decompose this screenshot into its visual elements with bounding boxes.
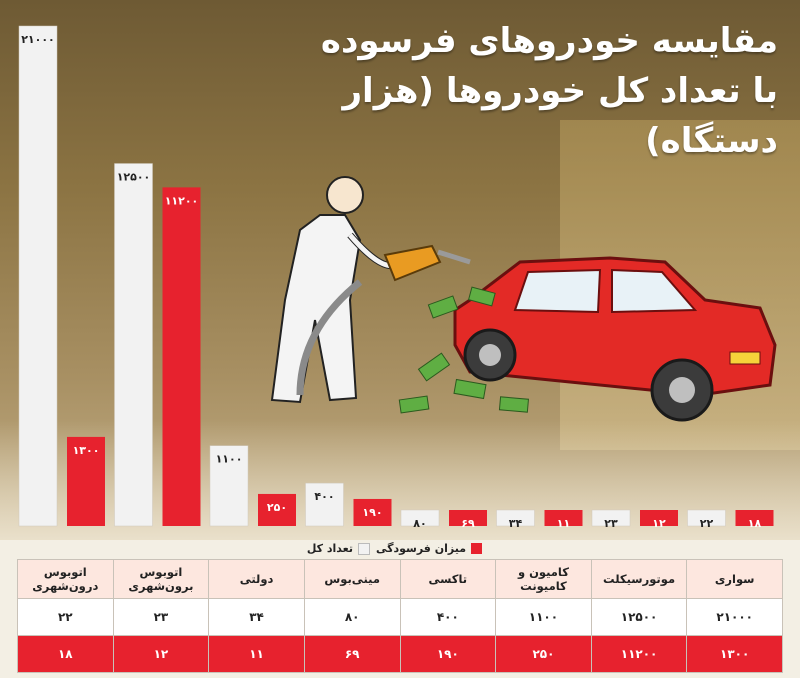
bar-label-total-1: ۱۲۵۰۰: [117, 171, 151, 184]
bar-worn-6: [640, 510, 678, 526]
legend-item-worn: میزان فرسودگی: [376, 542, 482, 555]
bar-total-6: [591, 509, 631, 527]
title-line-1: مقایسه خودروهای فرسوده: [320, 21, 778, 61]
table-row-worn: ۱۳۰۰ ۱۱۲۰۰ ۲۵۰ ۱۹۰ ۶۹ ۱۱ ۱۲ ۱۸: [17, 635, 783, 673]
title-line-2: با تعداد کل خودروها (هزار دستگاه): [342, 71, 778, 161]
chart-title: مقایسه خودروهای فرسوده با تعداد کل خودرو…: [218, 16, 778, 166]
bar-worn-0: [67, 436, 105, 526]
table-header-cell: اتوبوس درون‌شهری: [17, 559, 114, 599]
table-cell-total: ۲۲: [17, 598, 114, 636]
money-illustration: [398, 286, 530, 414]
table-header-cell: اتوبوس برون‌شهری: [112, 559, 210, 599]
fuel-nozzle-illustration: [296, 244, 471, 396]
table-cell-total: ۲۳: [112, 598, 210, 636]
bar-label-total-7: ۲۲: [700, 517, 714, 530]
table-header-cell: موتورسیکلت: [590, 559, 688, 599]
bar-worn-3: [353, 498, 392, 526]
bar-label-total-3: ۴۰۰: [314, 490, 334, 503]
table-cell-total: ۱۲۵۰۰: [590, 598, 688, 636]
table-cell-total: ۲۱۰۰۰: [686, 598, 783, 636]
bar-label-worn-7: ۱۸: [748, 517, 762, 530]
bar-worn-2: [258, 493, 296, 526]
data-table: سواری موتورسیکلت کامیون و کامیونت تاکسی مینی…: [17, 559, 783, 673]
table-cell-worn: ۲۵۰: [495, 635, 592, 673]
bar-label-total-4: ۸۰: [413, 517, 426, 530]
bar-worn-1: [162, 187, 201, 527]
bar-total-4: [400, 509, 440, 527]
bar-label-worn-1: ۱۱۲۰۰: [165, 194, 199, 207]
legend-swatch-worn: [471, 543, 482, 554]
bar-worn-7: [735, 510, 774, 526]
bar-label-worn-6: ۱۲: [652, 517, 666, 530]
bar-label-worn-0: ۱۳۰۰: [73, 444, 100, 457]
legend-label-worn: میزان فرسودگی: [375, 542, 466, 555]
table-cell-total: ۴۰۰: [399, 598, 497, 636]
bar-chart: ۲۱۰۰۰ ۱۳۰۰ ۱۲۵۰۰ ۱۱۲۰۰ ۱۱۰۰ ۲۵۰ ۴۰۰ ۱۹۰ ۸۰ ۶۹ ۳۴ ۱۱…: [18, 25, 774, 530]
table-header-cell: کامیون و کامیونت: [495, 559, 592, 599]
legend: میزان فرسودگی تعداد کل: [270, 541, 500, 559]
table-row-totals: ۲۱۰۰۰ ۱۲۵۰۰ ۱۱۰۰ ۴۰۰ ۸۰ ۳۴ ۲۳ ۲۲: [17, 598, 783, 636]
bar-total-0: [18, 25, 58, 527]
table-cell-total: ۳۴: [208, 598, 305, 636]
table-cell-total: ۸۰: [303, 598, 401, 636]
table-cell-worn: ۱۱۲۰۰: [590, 635, 688, 673]
table-cell-worn: ۶۹: [303, 635, 401, 673]
table-cell-total: ۱۱۰۰: [495, 598, 592, 636]
table-header-row: سواری موتورسیکلت کامیون و کامیونت تاکسی مینی…: [17, 559, 783, 599]
legend-swatch-total: [358, 542, 370, 555]
bar-label-total-6: ۲۳: [604, 517, 618, 530]
legend-item-total: تعداد کل: [307, 542, 370, 555]
legend-label-total: تعداد کل: [306, 542, 353, 555]
table-header-cell: مینی‌بوس: [303, 559, 401, 599]
bar-label-total-0: ۲۱۰۰۰: [21, 33, 55, 46]
table-header-cell: تاکسی: [399, 559, 497, 599]
table-cell-worn: ۱۸: [17, 635, 114, 673]
table-cell-worn: ۱۱: [208, 635, 305, 673]
bar-label-worn-5: ۱۱: [557, 517, 570, 530]
car-illustration: [453, 256, 777, 422]
table-header-cell: سواری: [686, 559, 783, 599]
table-cell-worn: ۱۲: [112, 635, 210, 673]
bar-label-worn-3: ۱۹۰: [362, 506, 382, 519]
table-cell-worn: ۱۹۰: [399, 635, 497, 673]
bar-total-3: [305, 482, 344, 527]
bar-label-worn-2: ۲۵۰: [267, 501, 287, 514]
table-cell-worn: ۱۳۰۰: [686, 635, 783, 673]
bar-total-5: [496, 509, 535, 527]
table-header-cell: دولتی: [208, 559, 305, 599]
bar-worn-4: [449, 510, 487, 526]
bar-label-total-2: ۱۱۰۰: [216, 453, 243, 466]
illustration: [270, 176, 777, 422]
bar-label-worn-4: ۶۹: [461, 517, 475, 530]
bar-total-2: [209, 445, 249, 527]
bar-total-7: [687, 509, 726, 527]
bar-label-total-5: ۳۴: [509, 517, 523, 530]
bar-total-1: [114, 163, 153, 527]
bar-worn-5: [544, 510, 583, 526]
